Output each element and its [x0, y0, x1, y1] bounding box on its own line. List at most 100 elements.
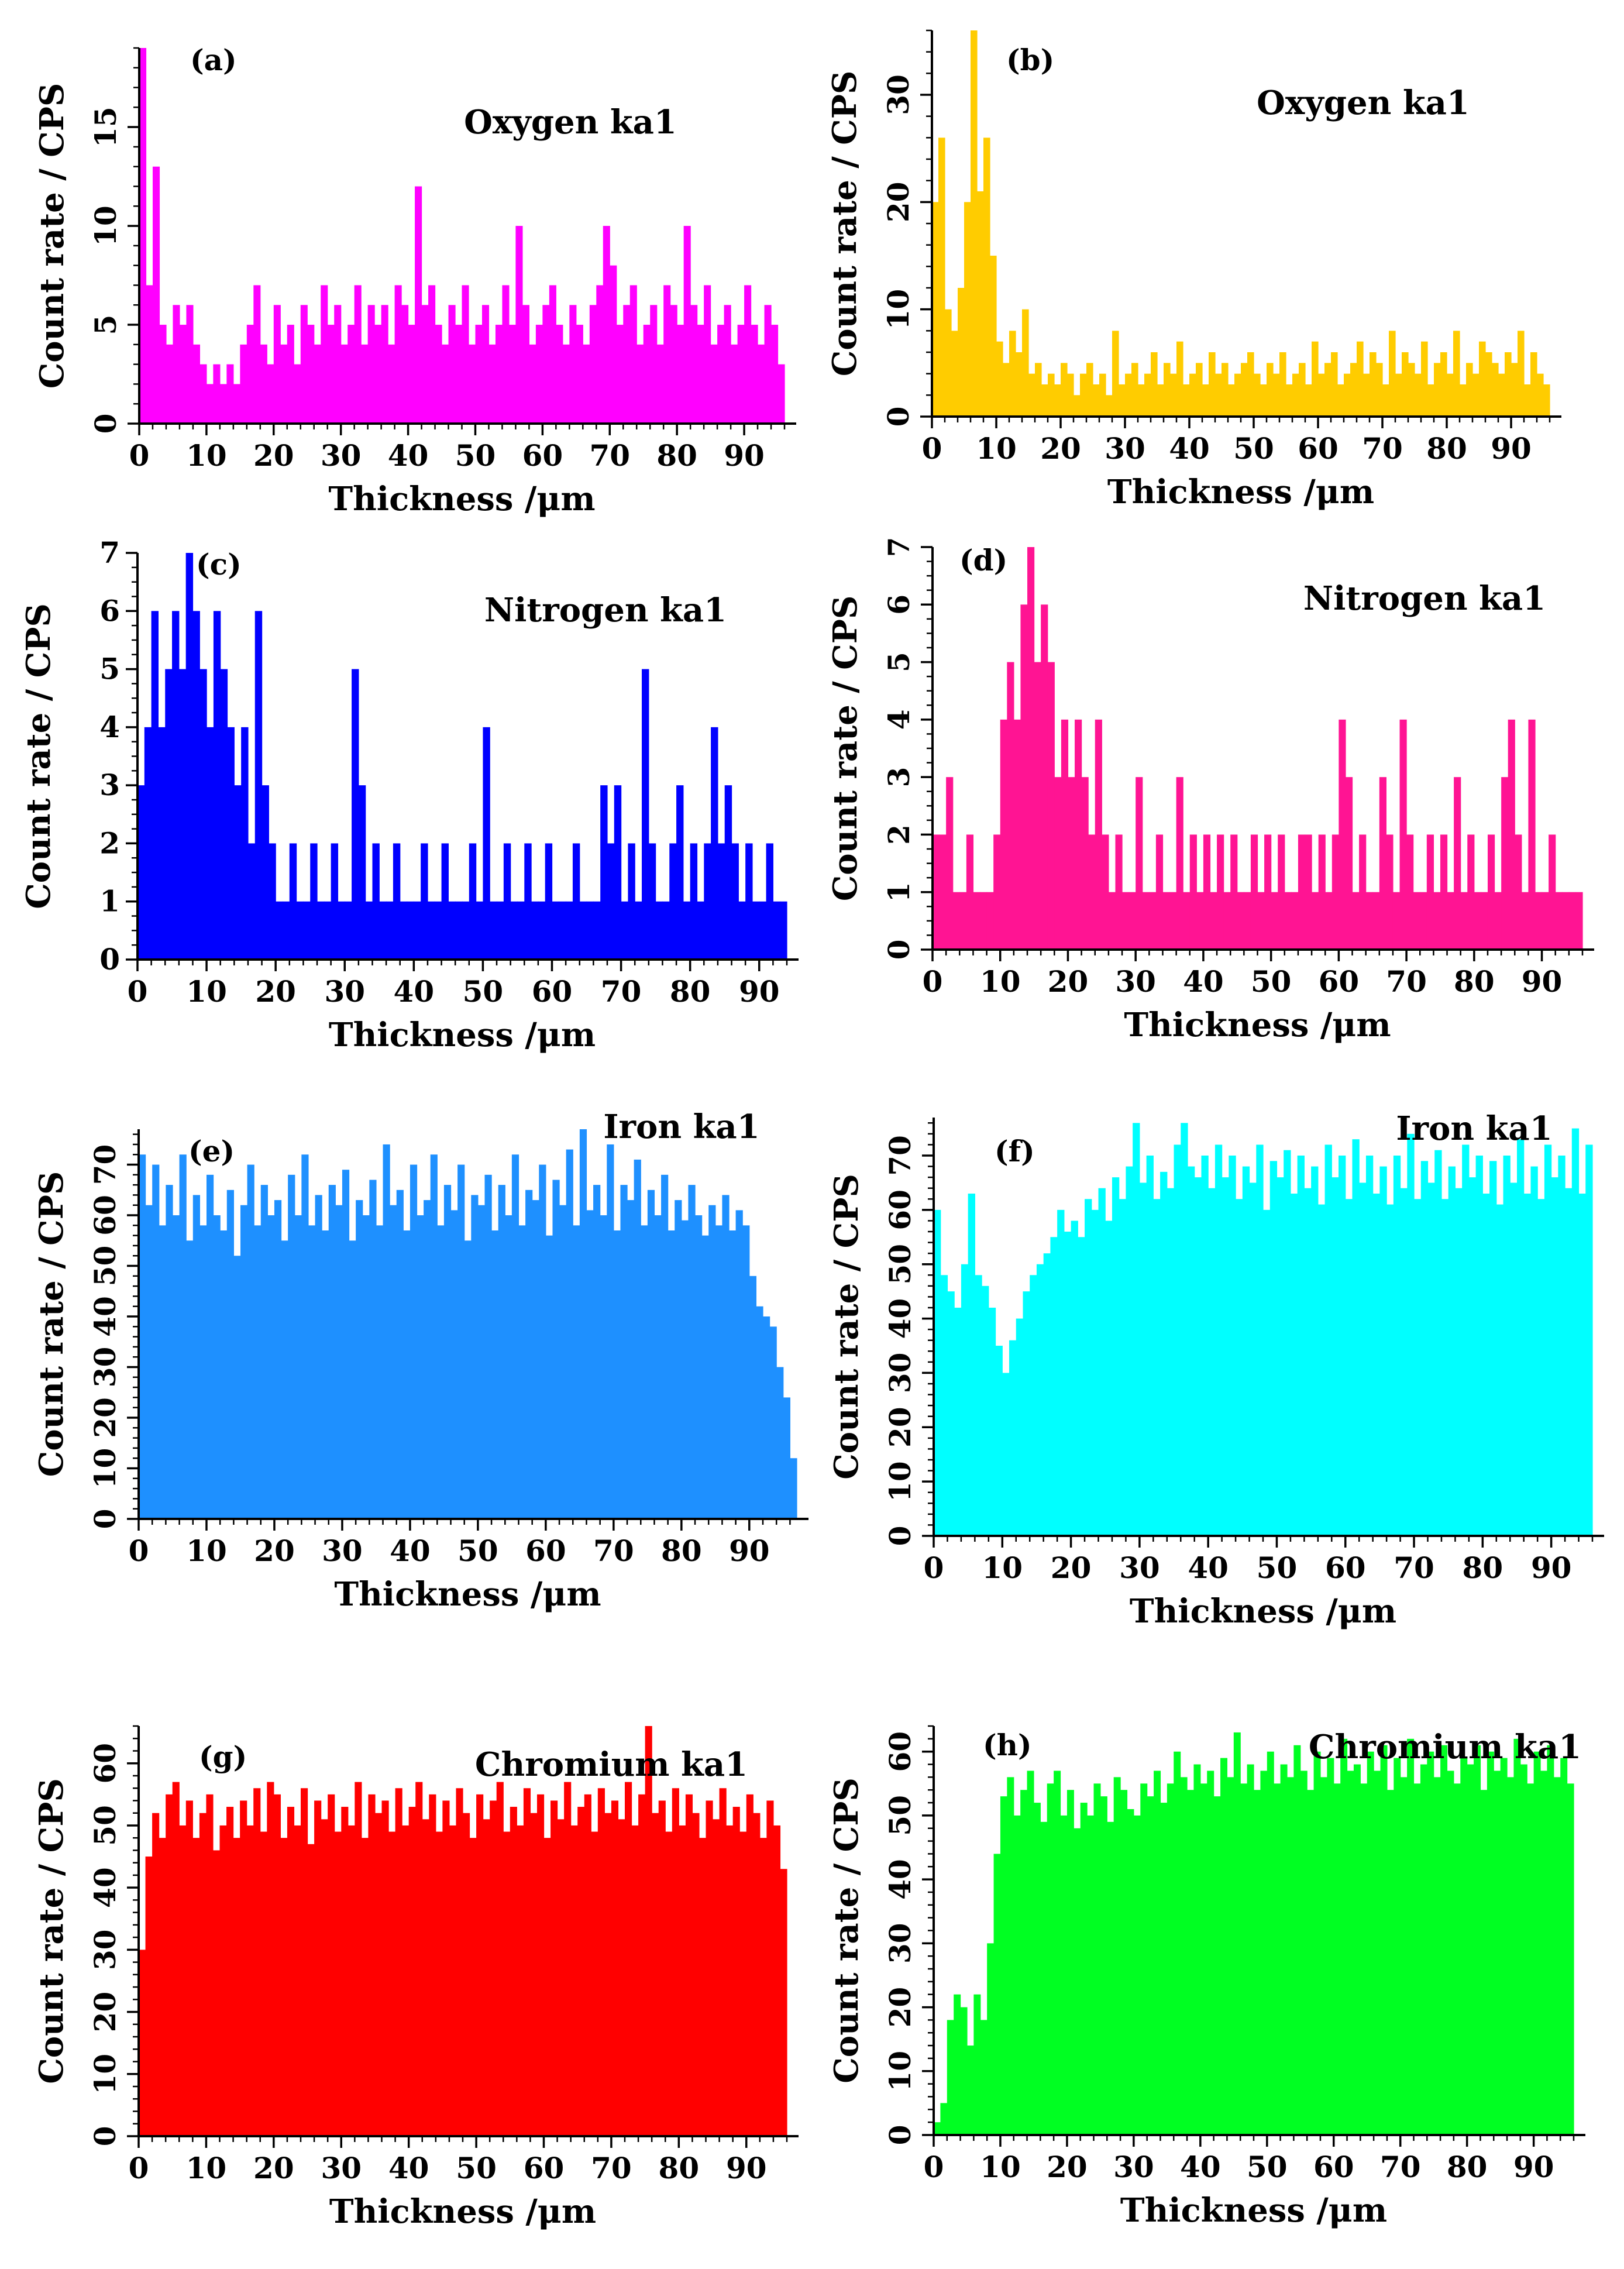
panel-h-bar: [1247, 1764, 1254, 2135]
panel-e-bar: [390, 1205, 397, 1519]
panel-e-bar: [505, 1215, 512, 1519]
panel-b-bar: [1234, 373, 1241, 417]
panel-d-bar: [1013, 719, 1021, 950]
panel-d-y-tick-label: 4: [882, 709, 916, 730]
panel-e-bar: [525, 1189, 533, 1519]
panel-a-bar: [629, 285, 637, 424]
panel-e-bar: [159, 1225, 166, 1519]
panel-g-bar: [652, 1813, 659, 2136]
panel-b-x-tick-label: 10: [976, 431, 1017, 466]
panel-c-bar: [759, 901, 767, 960]
panel-e-bar: [749, 1276, 757, 1519]
panel-b-y-axis-title: Count rate / CPS: [825, 71, 864, 377]
panel-g-bar: [449, 1825, 457, 2136]
panel-b-bar: [971, 30, 978, 417]
panel-g-label: (g): [199, 1739, 247, 1774]
panel-e-bar: [308, 1225, 316, 1519]
panel-e-bar: [511, 1154, 519, 1519]
panel-d-bar: [1501, 777, 1509, 950]
panel-c-bar: [441, 843, 449, 960]
panel-g-bar: [510, 1807, 517, 2136]
panel-b-bar: [1241, 363, 1248, 417]
panel-g-x-tick-label: 20: [253, 2151, 294, 2185]
panel-c-bar: [234, 785, 242, 960]
panel-g-bar: [152, 1813, 160, 2136]
panel-f-bar: [1489, 1161, 1497, 1536]
panel-d-bar: [939, 834, 947, 950]
panel-e-x-axis-title: Thickness /μm: [334, 1575, 601, 1614]
panel-a-bar: [152, 166, 160, 424]
panel-h-bar: [1147, 1796, 1154, 2135]
panel-f-bar: [1386, 1204, 1394, 1536]
panel-c-bar: [158, 727, 166, 960]
panel-e-bar: [267, 1215, 275, 1519]
panel-h-bar: [993, 1854, 1001, 2135]
panel-b-bar: [1093, 384, 1100, 417]
panel-g-bar: [388, 1831, 396, 2136]
panel-d-bar: [1189, 834, 1197, 950]
panel-e-bar: [213, 1215, 221, 1519]
panel-b-bar: [1131, 363, 1138, 417]
panel-b-bar: [1312, 341, 1319, 417]
panel-e-bar: [790, 1458, 797, 1519]
panel-a-bar: [327, 325, 335, 424]
panel-h-bar: [966, 2045, 974, 2135]
panel-f-x-tick-label: 20: [1051, 1551, 1092, 1585]
panel-d-bar: [1061, 719, 1069, 950]
panel-d-bar: [1027, 547, 1035, 950]
panel-b-bar: [1498, 373, 1505, 417]
panel-c-bar: [586, 901, 594, 960]
panel-f-bar: [1331, 1177, 1339, 1536]
panel-f-bar: [1414, 1199, 1422, 1536]
panel-g-bar: [591, 1831, 598, 2136]
panel-f-y-tick-label: 0: [883, 1526, 917, 1546]
panel-h-bar: [1427, 1751, 1434, 2135]
panel-f-bar: [1112, 1177, 1120, 1536]
panel-a-bar: [367, 305, 375, 424]
panel-a-bar: [610, 265, 617, 424]
panel-a-bar: [515, 226, 523, 424]
panel-h-bar: [1267, 1751, 1274, 2135]
panel-c-bar: [773, 901, 780, 960]
panel-e-bar: [199, 1225, 207, 1519]
panel-g-x-tick-label: 80: [659, 2151, 700, 2185]
panel-f-bar: [1078, 1237, 1085, 1536]
panel-e-bar: [498, 1185, 505, 1519]
panel-e-bar: [139, 1154, 146, 1519]
panel-g-bar: [719, 1788, 727, 2136]
panel-d-bar: [952, 892, 960, 950]
panel-c-bar: [407, 901, 414, 960]
panel-g-bar: [185, 1800, 193, 2136]
panel-b-bar: [1370, 352, 1377, 417]
panel-c-bar: [269, 843, 276, 960]
panel-c-x-tick-label: 30: [324, 974, 365, 1009]
panel-e-bar: [396, 1189, 404, 1519]
panel-a-bar: [166, 344, 174, 424]
panel-d-bar: [1359, 834, 1367, 950]
panel-h-bar: [1113, 1777, 1121, 2135]
panel-a-bar: [475, 325, 483, 424]
panel-h-bar: [1453, 1783, 1461, 2135]
panel-b-x-tick-label: 0: [922, 431, 942, 466]
panel-d-bar: [1534, 892, 1543, 950]
panel-a-bar: [583, 344, 590, 424]
panel-g-bar: [415, 1782, 423, 2136]
panel-a-bar: [246, 325, 254, 424]
panel-g-bar: [543, 1838, 551, 2136]
panel-d-y-tick-label: 2: [882, 824, 916, 845]
panel-b-bar: [1209, 352, 1216, 417]
panel-a-bar: [192, 344, 201, 424]
panel-d-x-tick-label: 40: [1183, 964, 1224, 999]
panel-d-bar: [1047, 662, 1055, 950]
panel-d-bar: [1041, 604, 1048, 950]
panel-e-bar: [152, 1164, 160, 1519]
panel-d-bar: [1474, 892, 1482, 950]
panel-a-bar: [481, 305, 490, 424]
panel-e-bar: [756, 1306, 763, 1519]
panel-e-y-axis-title: Count rate / CPS: [32, 1171, 71, 1477]
panel-a-bar: [677, 325, 684, 424]
panel-c-bar: [386, 901, 394, 960]
panel-d-bar: [1312, 892, 1319, 950]
panel-b-bar: [1331, 352, 1338, 417]
panel-h-bar: [1520, 1764, 1527, 2135]
